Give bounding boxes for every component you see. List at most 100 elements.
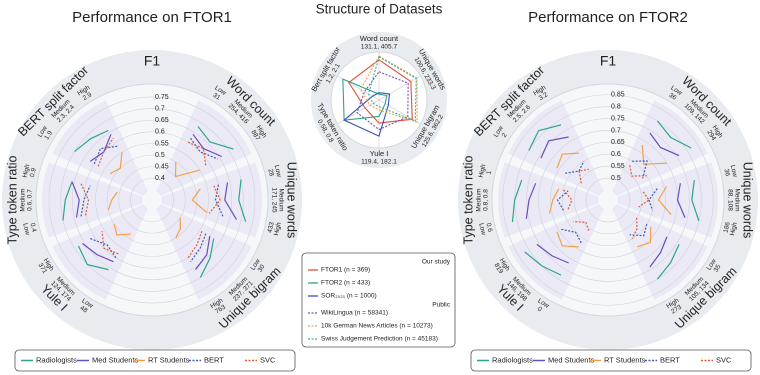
series-line <box>190 137 218 160</box>
series-line <box>676 183 686 219</box>
series-line <box>649 132 680 157</box>
series-line <box>187 230 203 259</box>
level-label: Low <box>21 222 31 235</box>
series-line <box>540 136 569 159</box>
series-line <box>199 238 215 278</box>
level-value: 0.4 <box>28 222 37 233</box>
sector-band <box>52 100 148 196</box>
series-line <box>238 179 247 222</box>
sector-name: Type token ratio <box>461 155 475 244</box>
level-value: 294 <box>705 129 717 142</box>
series-line <box>649 236 668 268</box>
chart-title: Performance on FTOR1 <box>72 9 232 26</box>
series-line <box>536 243 569 264</box>
level-value: 2.9 <box>82 91 94 102</box>
level-value: 0.9 <box>29 167 38 178</box>
chart-title: Performance on FTOR2 <box>528 9 688 26</box>
legend-label: SVC <box>260 355 276 364</box>
level-value: 2 <box>501 132 509 139</box>
r-tick-label: 0.6 <box>155 129 165 136</box>
series-line <box>561 228 582 244</box>
series-line <box>82 243 114 263</box>
level-value: 28 <box>266 168 275 177</box>
sector-name: Unique words <box>741 162 755 238</box>
series-line <box>524 251 562 276</box>
series-line <box>359 55 418 123</box>
level-label: Medium <box>277 188 284 211</box>
legend-label: 10k German News Articles (n = 10273) <box>321 323 433 330</box>
series-line <box>525 183 537 219</box>
sector-name: Unique words <box>285 162 299 238</box>
r-axis-label: F1 <box>600 53 617 69</box>
series-line <box>641 145 667 165</box>
series-line <box>80 183 90 216</box>
r-tick-label: 0.65 <box>611 139 625 146</box>
series-line <box>191 188 208 214</box>
series-line <box>511 179 523 223</box>
sector-name: Type token ratio <box>5 155 19 244</box>
r-tick-label: 0.55 <box>155 140 169 147</box>
level-value: 887 <box>249 129 261 142</box>
axis-line <box>378 75 421 101</box>
level-value: 371 <box>37 262 49 275</box>
r-tick-label: 0.75 <box>611 115 625 122</box>
r-tick-label: 0.5 <box>155 152 165 159</box>
level-label: High <box>273 221 283 236</box>
r-axis-label: F1 <box>144 53 161 69</box>
level-value: 273 <box>670 304 683 316</box>
chart-title: Structure of Datasets <box>316 2 443 17</box>
axis-line <box>378 99 421 125</box>
axis-range: 131.1, 405.7 <box>361 44 398 51</box>
series-line <box>187 141 207 167</box>
level-value: 36 <box>722 168 731 177</box>
sector-band <box>612 204 708 300</box>
level-value: 1 <box>486 170 494 175</box>
level-value: 0.6, 0.7 <box>27 189 34 211</box>
series-line <box>632 160 648 179</box>
grid-circle <box>585 177 631 223</box>
legend-label: FTOR2 (n = 433) <box>321 280 370 287</box>
series-line <box>93 145 119 165</box>
level-label: Low <box>729 164 739 177</box>
level-label: High <box>22 163 32 178</box>
sector-band <box>498 162 599 238</box>
series-line <box>101 231 119 255</box>
sector-band <box>41 162 143 238</box>
legend-label: FTOR1 (n = 369) <box>321 267 370 274</box>
r-tick-label: 0.7 <box>611 127 621 134</box>
series-line <box>190 233 207 263</box>
sector-band <box>612 100 708 196</box>
level-value: 763 <box>214 304 227 316</box>
grid-circle <box>561 153 655 247</box>
grid-circle <box>526 118 690 282</box>
legend-label: BERT <box>660 355 680 364</box>
series-line <box>565 160 585 174</box>
series-line <box>71 181 80 218</box>
axis-name: Yule I <box>370 149 389 158</box>
series-line <box>113 223 131 236</box>
level-label: High <box>729 221 739 236</box>
grid-circle <box>573 165 643 235</box>
r-tick-label: 0.85 <box>611 92 625 99</box>
series-line <box>656 120 692 149</box>
series-line <box>528 124 562 151</box>
grid-circle <box>106 154 198 246</box>
level-value: 433 <box>266 221 275 234</box>
series-line <box>657 186 672 215</box>
r-tick-label: 0.55 <box>611 163 625 170</box>
legend-label: Radiologists <box>492 355 533 364</box>
legend-box <box>301 252 456 348</box>
legend-box <box>470 349 752 372</box>
r-tick-label: 0.6 <box>611 151 621 158</box>
series-line <box>224 182 238 220</box>
level-label: Low <box>477 222 487 235</box>
level-value: 0.6 <box>484 222 493 233</box>
series-line <box>97 137 114 167</box>
axis-name: Word count <box>360 34 399 43</box>
grid-circle <box>130 178 174 222</box>
legend-label: Radiologists <box>36 355 77 364</box>
series-line <box>342 78 388 121</box>
legend-group: Public <box>432 302 450 309</box>
series-line <box>62 181 73 221</box>
grid-circle <box>502 94 714 306</box>
